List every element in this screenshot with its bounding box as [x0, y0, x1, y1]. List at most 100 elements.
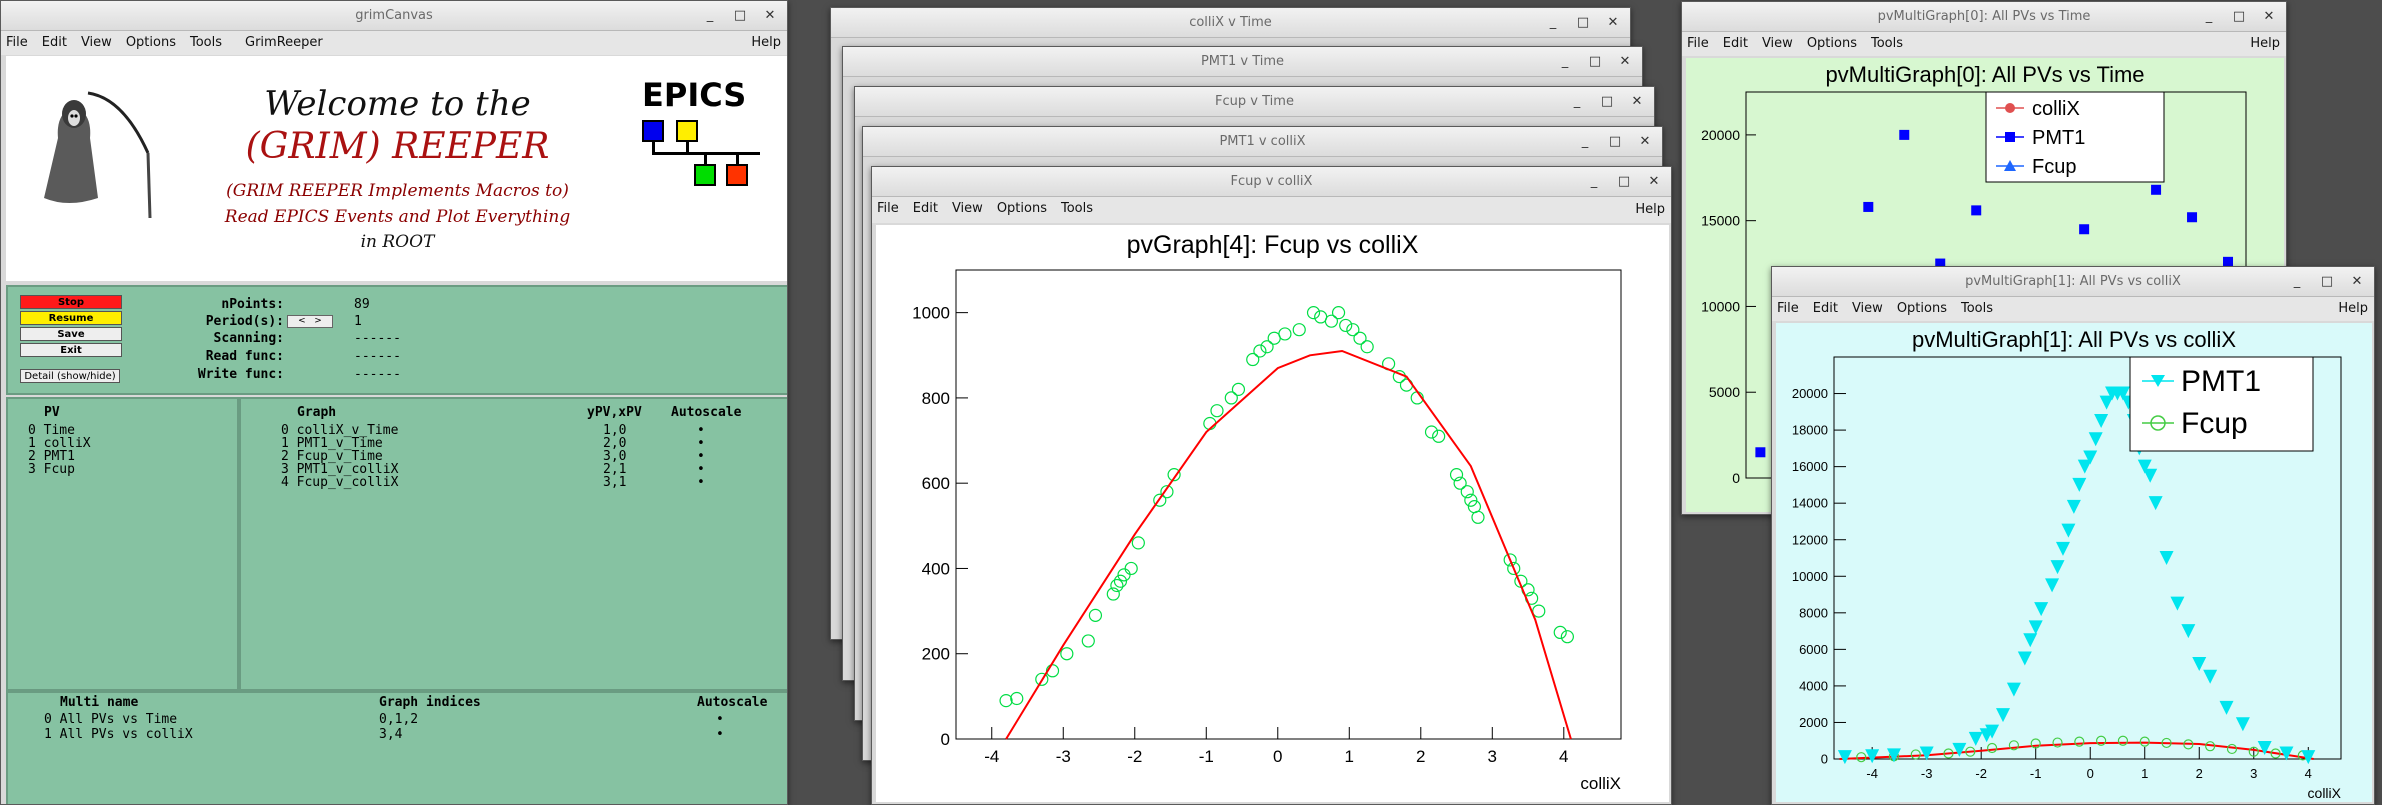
- pv-row[interactable]: 0 Time: [28, 423, 75, 438]
- close-button[interactable]: ✕: [1619, 54, 1631, 69]
- data-point: [1856, 752, 1867, 763]
- menu-help[interactable]: Help: [2250, 36, 2280, 51]
- multi-row-autoscale[interactable]: •: [716, 727, 724, 742]
- multi-row-name[interactable]: 1 All PVs vs colliX: [44, 727, 193, 742]
- close-button[interactable]: ✕: [1607, 15, 1619, 30]
- menu-edit[interactable]: Edit: [912, 201, 938, 216]
- menu-file[interactable]: File: [877, 201, 899, 216]
- menu-tools[interactable]: Tools: [189, 35, 223, 50]
- graph-row-name[interactable]: 0 colliX_v_Time: [281, 423, 399, 438]
- data-point: [1360, 340, 1374, 354]
- graph-row-autoscale[interactable]: •: [697, 462, 705, 477]
- menu-options[interactable]: Options: [1806, 36, 1857, 51]
- menu-file[interactable]: File: [1777, 301, 1799, 316]
- menu-file[interactable]: File: [1687, 36, 1709, 51]
- menu-view[interactable]: View: [1851, 301, 1883, 316]
- banner-grim-reeper: (GRIM) REEPER: [245, 126, 550, 167]
- menu-help[interactable]: Help: [2338, 301, 2368, 316]
- data-point: [1292, 323, 1306, 337]
- data-point: [2137, 459, 2152, 474]
- menu-help[interactable]: Help: [751, 35, 781, 50]
- maximize-button[interactable]: □: [1588, 54, 1602, 69]
- data-point: [2066, 499, 2081, 514]
- close-button[interactable]: ✕: [2351, 274, 2363, 289]
- menu-view[interactable]: View: [1761, 36, 1793, 51]
- graph-row-name[interactable]: 3 PMT1_v_colliX: [281, 462, 399, 477]
- menu-edit[interactable]: Edit: [1722, 36, 1748, 51]
- menu-options[interactable]: Options: [1896, 301, 1947, 316]
- menu-options[interactable]: Options: [996, 201, 1047, 216]
- data-point: [1910, 749, 1921, 760]
- multigraph-1-titlebar[interactable]: pvMultiGraph[1]: All PVs vs colliX _ □ ✕: [1772, 267, 2374, 297]
- close-button[interactable]: ✕: [1648, 174, 1660, 189]
- menu-tools[interactable]: Tools: [1870, 36, 1904, 51]
- graph-row-name[interactable]: 4 Fcup_v_colliX: [281, 475, 399, 490]
- read-func-label: Read func:: [205, 349, 284, 364]
- y-tick-label: 14000: [1792, 496, 1828, 511]
- fcup-canvas[interactable]: pvGraph[4]: Fcup vs colliX -4 -3 -2 -1 0 1 2 3 4…: [876, 225, 1669, 802]
- maximize-button[interactable]: □: [2232, 9, 2246, 24]
- stop-button[interactable]: Stop: [20, 295, 122, 309]
- pv-row[interactable]: 2 PMT1: [28, 449, 75, 464]
- minimize-button[interactable]: _: [1590, 174, 1598, 189]
- minimize-button[interactable]: _: [2205, 9, 2213, 24]
- minimize-button[interactable]: _: [1573, 94, 1581, 109]
- pmt1-v-time-titlebar[interactable]: PMT1 v Time _ □ ✕: [843, 47, 1642, 77]
- menu-tools[interactable]: Tools: [1960, 301, 1994, 316]
- minimize-button[interactable]: _: [1561, 54, 1569, 69]
- minimize-button[interactable]: _: [2293, 274, 2301, 289]
- pv-row[interactable]: 1 colliX: [28, 436, 91, 451]
- close-button[interactable]: ✕: [2263, 9, 2275, 24]
- menu-view[interactable]: View: [80, 35, 112, 50]
- close-button[interactable]: ✕: [1631, 94, 1643, 109]
- maximize-button[interactable]: □: [1600, 94, 1614, 109]
- maximize-button[interactable]: □: [733, 8, 747, 23]
- menu-edit[interactable]: Edit: [41, 35, 67, 50]
- graph-row-autoscale[interactable]: •: [697, 449, 705, 464]
- grimcanvas-titlebar[interactable]: grimCanvas _ □ ✕: [1, 1, 787, 31]
- window-title: grimCanvas: [355, 8, 433, 23]
- resume-button[interactable]: Resume: [20, 311, 122, 325]
- graph-row-autoscale[interactable]: •: [697, 436, 705, 451]
- save-button[interactable]: Save: [20, 327, 122, 341]
- close-button[interactable]: ✕: [764, 8, 776, 23]
- data-point: [1532, 604, 1546, 618]
- graph-row-name[interactable]: 1 PMT1_v_Time: [281, 436, 383, 451]
- minimize-button[interactable]: _: [706, 8, 714, 23]
- y-tick-label: 15000: [1701, 213, 1740, 229]
- window-title: pvMultiGraph[0]: All PVs vs Time: [1877, 9, 2091, 24]
- data-point: [1278, 327, 1292, 341]
- menu-tools[interactable]: Tools: [1060, 201, 1094, 216]
- collix-v-time-titlebar[interactable]: colliX v Time _ □ ✕: [831, 8, 1630, 38]
- mg1-canvas[interactable]: pvMultiGraph[1]: All PVs vs colliX -4 -3-…: [1776, 323, 2372, 802]
- maximize-button[interactable]: □: [1608, 134, 1622, 149]
- graph-row-name[interactable]: 2 Fcup_v_Time: [281, 449, 383, 464]
- data-point: [1886, 748, 1901, 763]
- minimize-button[interactable]: _: [1581, 134, 1589, 149]
- detail-toggle-button[interactable]: Detail (show/hide): [20, 369, 120, 383]
- multigraph-0-titlebar[interactable]: pvMultiGraph[0]: All PVs vs Time _ □ ✕: [1682, 2, 2286, 32]
- minimize-button[interactable]: _: [1549, 15, 1557, 30]
- close-button[interactable]: ✕: [1639, 134, 1651, 149]
- menu-edit[interactable]: Edit: [1812, 301, 1838, 316]
- menu-help[interactable]: Help: [1635, 202, 1665, 217]
- maximize-button[interactable]: □: [1576, 15, 1590, 30]
- fcup-v-collix-titlebar[interactable]: Fcup v colliX _ □ ✕: [872, 167, 1671, 197]
- maximize-button[interactable]: □: [1617, 174, 1631, 189]
- pv-row[interactable]: 3 Fcup: [28, 462, 75, 477]
- graph-row-autoscale[interactable]: •: [697, 475, 705, 490]
- maximize-button[interactable]: □: [2320, 274, 2334, 289]
- menu-options[interactable]: Options: [125, 35, 176, 50]
- menu-grimreeper[interactable]: GrimReeper: [245, 35, 323, 50]
- graph-row-autoscale[interactable]: •: [697, 423, 705, 438]
- exit-button[interactable]: Exit: [20, 343, 122, 357]
- multi-row-autoscale[interactable]: •: [716, 712, 724, 727]
- multi-row-name[interactable]: 0 All PVs vs Time: [44, 712, 178, 727]
- period-stepper[interactable]: < >: [287, 315, 333, 328]
- menu-file[interactable]: File: [6, 35, 28, 50]
- menu-view[interactable]: View: [951, 201, 983, 216]
- data-point: [2181, 624, 2196, 639]
- fcup-v-time-titlebar[interactable]: Fcup v Time _ □ ✕: [855, 87, 1654, 117]
- graph-row-pv: 1,0: [603, 423, 627, 438]
- pmt1-v-collix-titlebar[interactable]: PMT1 v colliX _ □ ✕: [863, 127, 1662, 157]
